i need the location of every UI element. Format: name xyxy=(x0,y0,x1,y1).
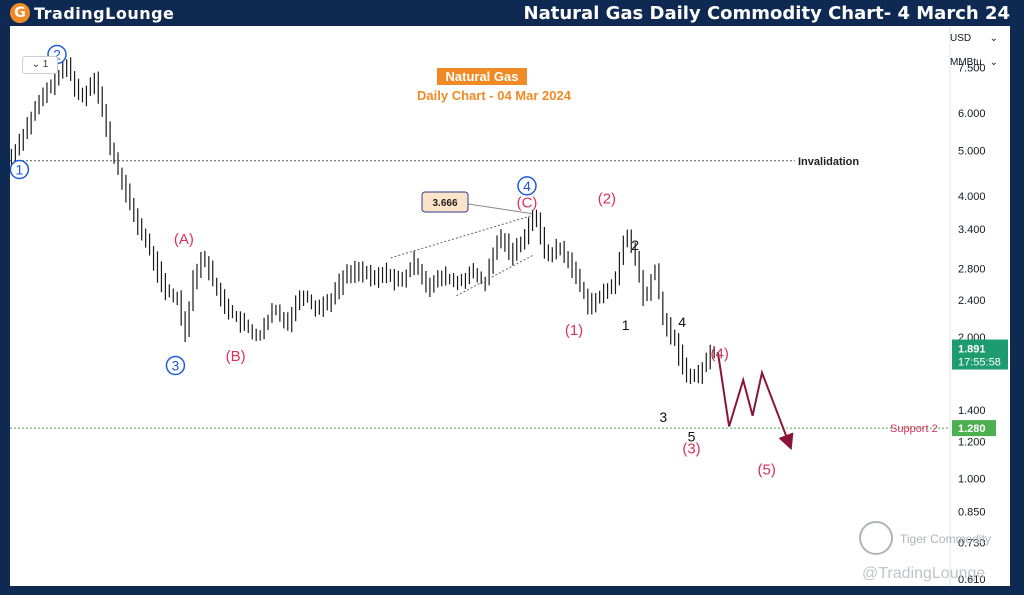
wave-label: 2 xyxy=(631,237,639,253)
wave-label-circle xyxy=(9,159,30,180)
chart-area[interactable]: Invalidation Support 2 3.666 1 2 3 4 (A) (B) (C… xyxy=(9,26,1010,586)
wave-label-circle xyxy=(517,176,537,196)
y-tick-label: 0.730 xyxy=(958,538,986,550)
wave-label: (2) xyxy=(598,191,616,208)
wave-label: (3) xyxy=(682,441,700,458)
chart-title-text: Natural Gas xyxy=(446,69,519,84)
y-tick-label: 3.400 xyxy=(958,224,986,236)
unit-select[interactable]: MMBtu ⌄ xyxy=(944,54,1004,72)
wave-label: 4 xyxy=(523,178,531,194)
invalidation-label: Invalidation xyxy=(798,156,859,168)
wave-label: 2 xyxy=(53,46,61,62)
chevron-down-icon: ⌄ xyxy=(31,59,41,70)
y-tick-label: 1.200 xyxy=(958,436,986,448)
callout-value: 3.666 xyxy=(432,198,457,209)
wave-label: (A) xyxy=(174,231,194,248)
y-tick-label: 6.000 xyxy=(958,108,986,120)
callout-leader xyxy=(467,203,532,215)
wave-label: (4) xyxy=(711,346,729,363)
support-price-label: 1.280 xyxy=(958,423,986,435)
y-tick-label: 1.400 xyxy=(958,405,986,417)
y-tick-label: 2.800 xyxy=(958,264,986,276)
currency-select[interactable]: USD ⌄ xyxy=(944,30,1004,48)
channel-lower-line xyxy=(456,254,535,297)
projection-path xyxy=(716,351,794,451)
wave-label: 1 xyxy=(622,317,630,333)
y-tick-label: 0.850 xyxy=(958,507,986,519)
y-tick-label: 0.610 xyxy=(958,574,986,586)
page-title: Natural Gas Daily Commodity Chart- 4 Mar… xyxy=(523,3,1010,24)
callout-box xyxy=(421,191,469,213)
y-tick-label: 2.400 xyxy=(958,295,986,307)
chevron-down-icon: ⌄ xyxy=(989,33,998,44)
wave-label: 5 xyxy=(688,428,696,444)
countdown-label: 17:55:58 xyxy=(958,357,1001,369)
y-tick-label: 7.500 xyxy=(958,63,986,75)
logo-text: TradingLounge xyxy=(34,4,175,23)
header-bar: G TradingLounge Natural Gas Daily Commod… xyxy=(0,0,1024,26)
last-price-tag xyxy=(952,339,1008,370)
wave-label: 3 xyxy=(659,409,667,425)
wave-label: 1 xyxy=(16,162,24,178)
wave-label: (C) xyxy=(517,194,538,211)
support-label: Support 2 xyxy=(890,423,938,435)
watermark: Tiger Commodity @TradingLounge xyxy=(859,521,991,582)
chart-title: Natural Gas Daily Chart - 04 Mar 2024 xyxy=(417,68,572,103)
chart-subtitle: Daily Chart - 04 Mar 2024 xyxy=(417,88,572,103)
wave-label-circle xyxy=(165,355,186,376)
wave-label: 3 xyxy=(172,358,180,374)
logo-icon: G xyxy=(10,3,30,23)
wave-label: 4 xyxy=(678,314,686,330)
interval-label: 1 xyxy=(42,59,49,70)
footer-bar xyxy=(0,586,1024,595)
support-price-tag xyxy=(952,420,996,437)
channel-upper-line xyxy=(390,215,532,259)
interval-button[interactable]: ⌄ 1 xyxy=(22,56,58,74)
y-tick-label: 4.000 xyxy=(958,191,986,203)
wave-label: (B) xyxy=(226,348,246,365)
last-price-label: 1.891 xyxy=(958,344,986,356)
y-tick-label: 1.000 xyxy=(958,473,986,485)
wave-label: (1) xyxy=(565,322,583,339)
chevron-down-icon: ⌄ xyxy=(989,57,998,68)
wave-label: (5) xyxy=(758,461,776,478)
watermark-line1: Tiger Commodity xyxy=(900,532,991,546)
watermark-line2: @TradingLounge xyxy=(862,565,985,582)
y-tick-label: 5.000 xyxy=(958,145,986,157)
